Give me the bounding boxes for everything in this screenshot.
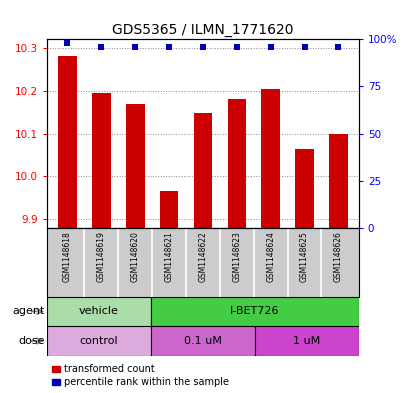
Bar xyxy=(193,113,212,228)
Point xyxy=(199,44,206,50)
Bar xyxy=(151,297,358,326)
Text: GSM1148618: GSM1148618 xyxy=(63,231,72,282)
Point xyxy=(233,44,240,50)
Text: 0.1 uM: 0.1 uM xyxy=(184,336,221,346)
Text: GSM1148623: GSM1148623 xyxy=(232,231,241,282)
Text: control: control xyxy=(80,336,118,346)
Bar xyxy=(47,297,151,326)
Text: dose: dose xyxy=(18,336,45,346)
Bar xyxy=(151,326,254,356)
Legend: transformed count, percentile rank within the sample: transformed count, percentile rank withi… xyxy=(52,364,228,387)
Text: agent: agent xyxy=(13,307,45,316)
Text: I-BET726: I-BET726 xyxy=(229,307,279,316)
Point xyxy=(165,44,172,50)
Bar xyxy=(261,88,279,228)
Text: GSM1148624: GSM1148624 xyxy=(265,231,274,282)
Text: GSM1148621: GSM1148621 xyxy=(164,231,173,282)
Text: GSM1148622: GSM1148622 xyxy=(198,231,207,282)
Text: vehicle: vehicle xyxy=(79,307,119,316)
Bar xyxy=(92,93,110,228)
Point xyxy=(132,44,138,50)
Point xyxy=(334,44,341,50)
Bar xyxy=(328,134,347,228)
Text: GSM1148625: GSM1148625 xyxy=(299,231,308,282)
Bar xyxy=(47,326,151,356)
Bar xyxy=(254,326,358,356)
Text: 1 uM: 1 uM xyxy=(292,336,320,346)
Title: GDS5365 / ILMN_1771620: GDS5365 / ILMN_1771620 xyxy=(112,23,293,37)
Bar xyxy=(58,57,76,228)
Text: GSM1148626: GSM1148626 xyxy=(333,231,342,282)
Text: GSM1148620: GSM1148620 xyxy=(130,231,139,282)
Bar xyxy=(294,149,313,228)
Text: GSM1148619: GSM1148619 xyxy=(97,231,106,282)
Point xyxy=(64,40,71,46)
Bar xyxy=(160,191,178,228)
Point xyxy=(301,44,307,50)
Point xyxy=(98,44,104,50)
Point xyxy=(267,44,273,50)
Bar xyxy=(126,104,144,228)
Bar xyxy=(227,99,245,228)
